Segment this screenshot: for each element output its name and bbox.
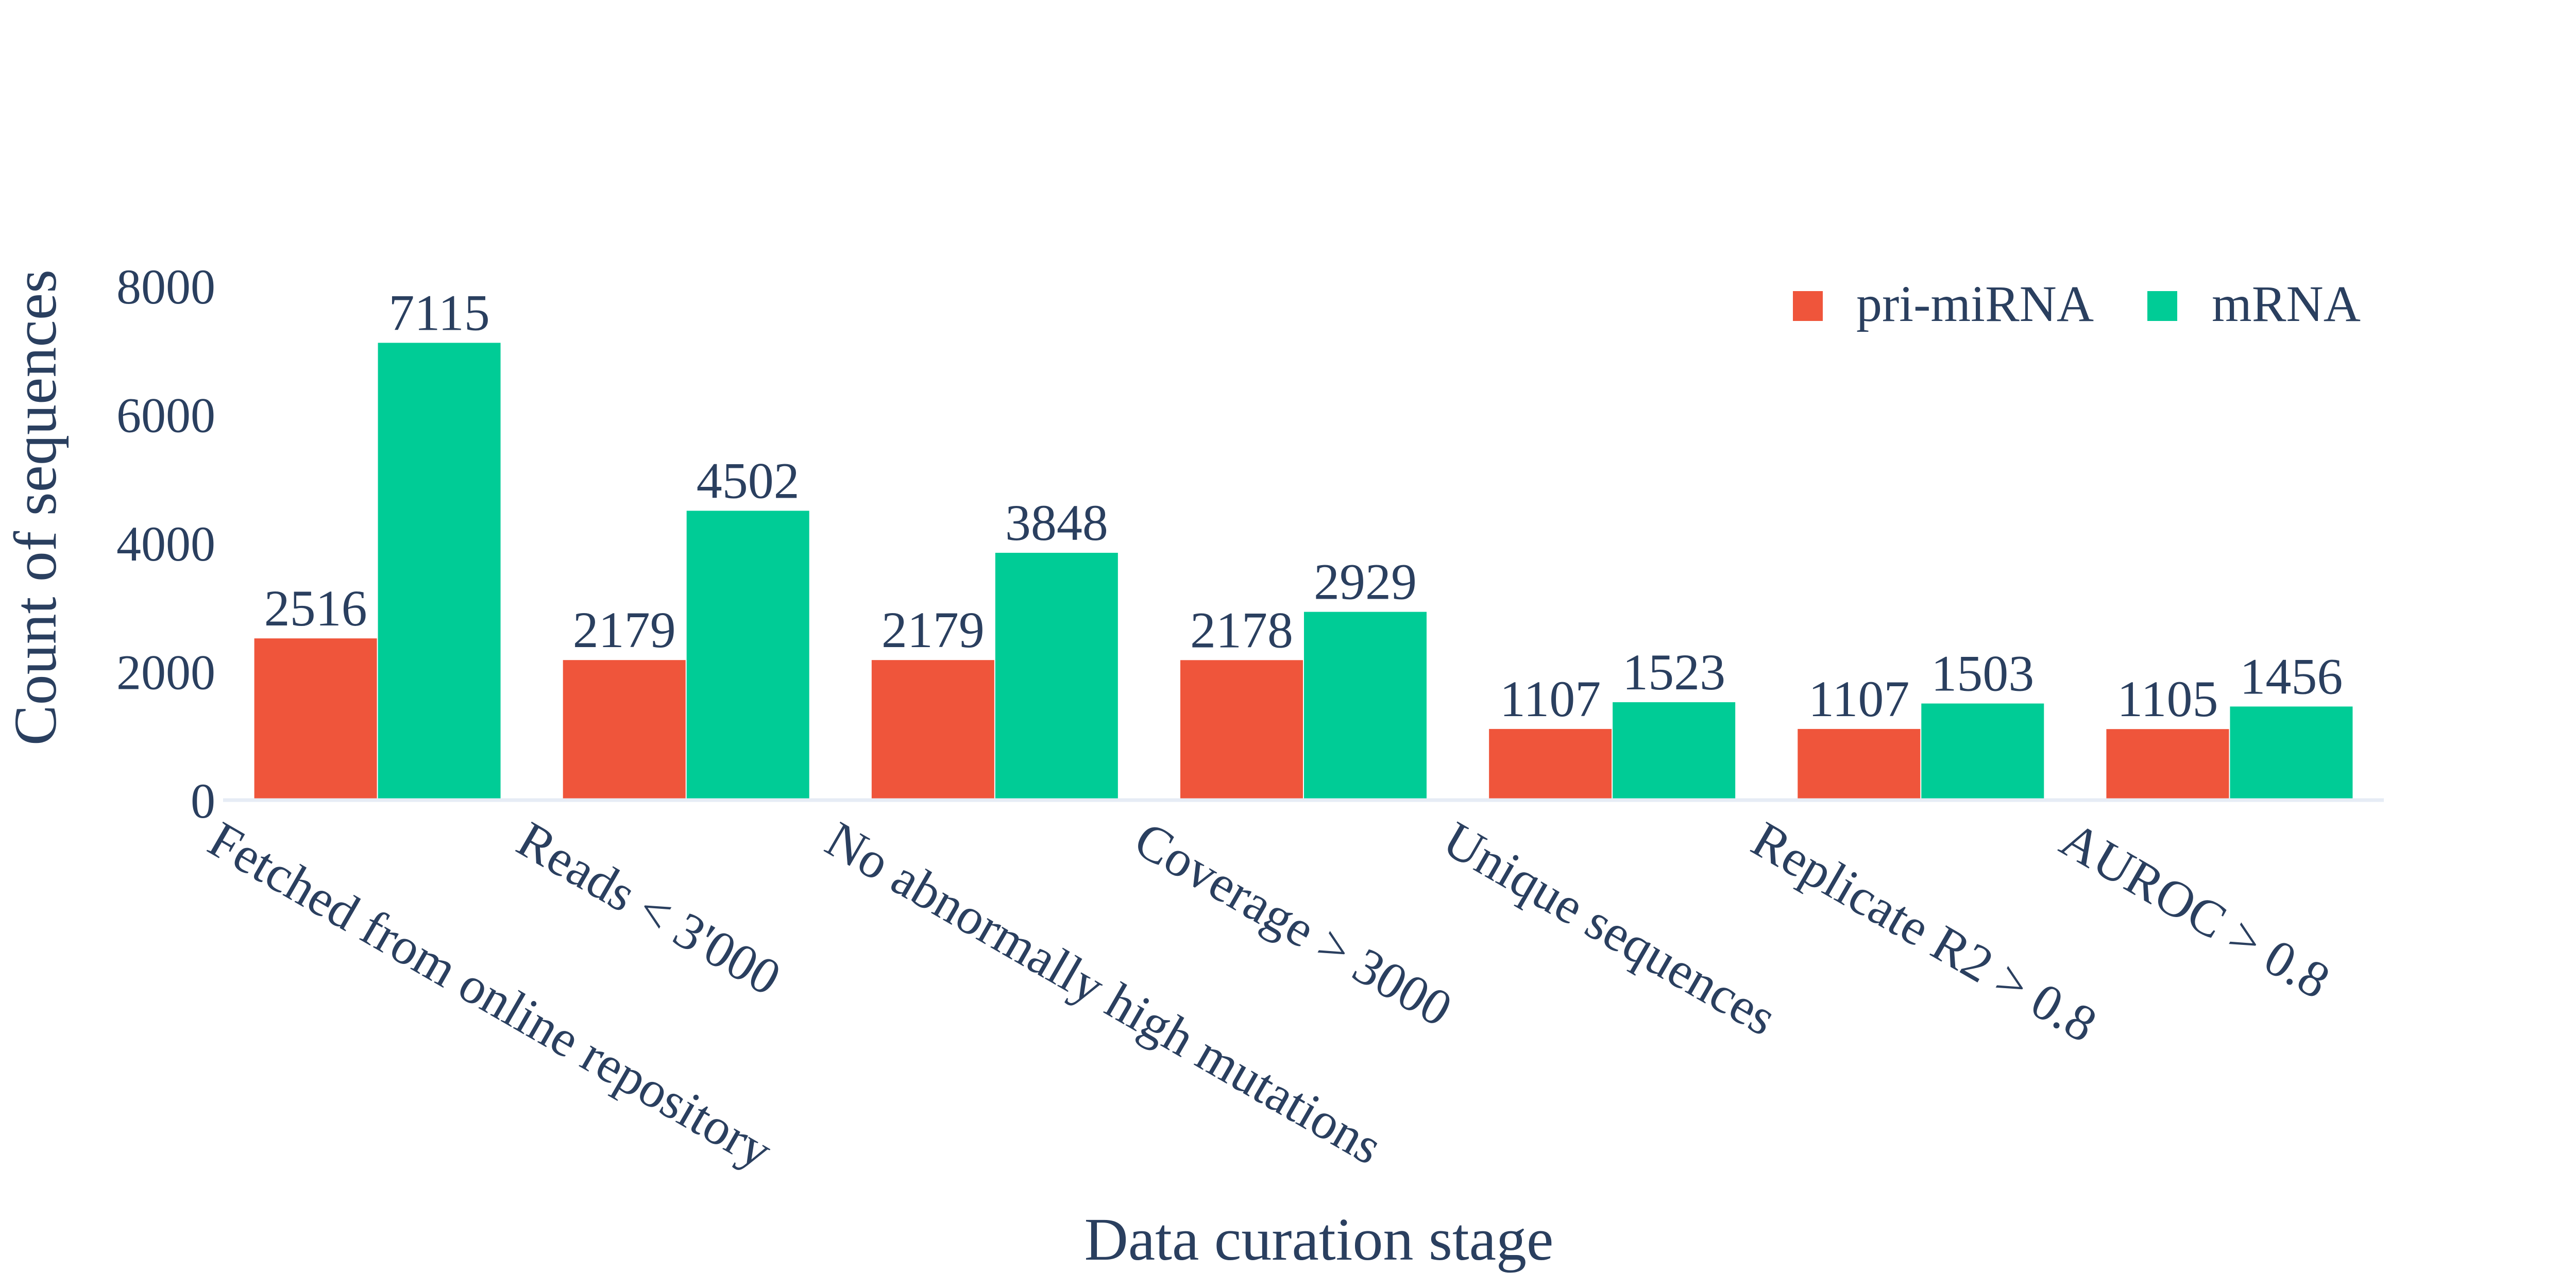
y-axis-title: Count of sequences <box>2 269 69 745</box>
x-tick-label-unique-sequences: Unique sequences <box>1434 810 1786 1047</box>
bar-label-pri-mirna-4: 2178 <box>1190 601 1293 658</box>
y-tick-label-8000: 8000 <box>116 259 215 314</box>
legend-label-mrna: mRNA <box>2212 275 2361 332</box>
bar-label-pri-mirna-3: 2179 <box>882 601 985 658</box>
bar-label-mrna-6: 1503 <box>1931 645 2034 702</box>
bar-label-pri-mirna-2: 2179 <box>573 601 676 658</box>
legend-swatch-pri-mirna <box>1793 291 1823 321</box>
y-ticks-layer: 0 2000 4000 6000 8000 <box>116 259 215 828</box>
bar-pri-mirna-1 <box>254 638 377 800</box>
bar-mrna-7 <box>2230 706 2353 800</box>
x-tick-label-auroc-0-8: AUROC > 0.8 <box>2051 810 2339 1010</box>
x-tick-label-replicate-r2-0-8: Replicate R2 > 0.8 <box>1742 810 2106 1053</box>
y-tick-label-0: 0 <box>191 773 215 828</box>
bar-mrna-1 <box>378 343 501 800</box>
bar-label-mrna-3: 3848 <box>1005 494 1108 551</box>
bar-label-mrna-1: 7115 <box>388 284 489 341</box>
y-tick-label-4000: 4000 <box>116 516 215 571</box>
bar-labels-layer: 2516 7115 2179 4502 2179 3848 2178 2929 1107 1523… <box>264 284 2343 727</box>
x-tick-label-no-abnormally-high-mutations: No abnormally high mutations <box>817 810 1392 1176</box>
bar-label-pri-mirna-6: 1107 <box>1808 670 1909 727</box>
bar-label-mrna-4: 2929 <box>1314 553 1417 611</box>
bar-pri-mirna-5 <box>1489 728 1612 800</box>
bars-layer <box>254 343 2353 800</box>
bar-pri-mirna-4 <box>1180 660 1303 800</box>
bar-label-mrna-2: 4502 <box>697 452 800 509</box>
x-axis-title: Data curation stage <box>1084 1206 1554 1273</box>
bar-pri-mirna-2 <box>563 660 686 800</box>
legend-label-pri-mirna: pri-miRNA <box>1856 275 2094 332</box>
x-tick-label-reads-3-000: Reads < 3'000 <box>508 810 790 1007</box>
y-tick-label-2000: 2000 <box>116 645 215 700</box>
bar-label-mrna-5: 1523 <box>1622 643 1725 701</box>
bar-mrna-6 <box>1921 703 2044 800</box>
y-tick-label-6000: 6000 <box>116 388 215 443</box>
bar-label-pri-mirna-1: 2516 <box>264 580 367 637</box>
bar-mrna-5 <box>1613 702 1736 800</box>
bar-pri-mirna-6 <box>1798 728 1921 800</box>
bar-label-mrna-7: 1456 <box>2240 648 2343 705</box>
bar-pri-mirna-3 <box>871 660 994 800</box>
bar-mrna-2 <box>686 511 809 800</box>
bar-label-pri-mirna-5: 1107 <box>1500 670 1601 727</box>
bar-mrna-4 <box>1304 612 1427 800</box>
bar-mrna-3 <box>995 552 1118 800</box>
legend-swatch-mrna <box>2147 291 2177 321</box>
legend: pri-miRNA mRNA <box>1793 275 2361 332</box>
x-tick-label-fetched-from-online-repository: Fetched from online repository <box>199 810 782 1180</box>
bar-pri-mirna-7 <box>2106 729 2229 800</box>
bar-label-pri-mirna-7: 1105 <box>2117 670 2218 727</box>
